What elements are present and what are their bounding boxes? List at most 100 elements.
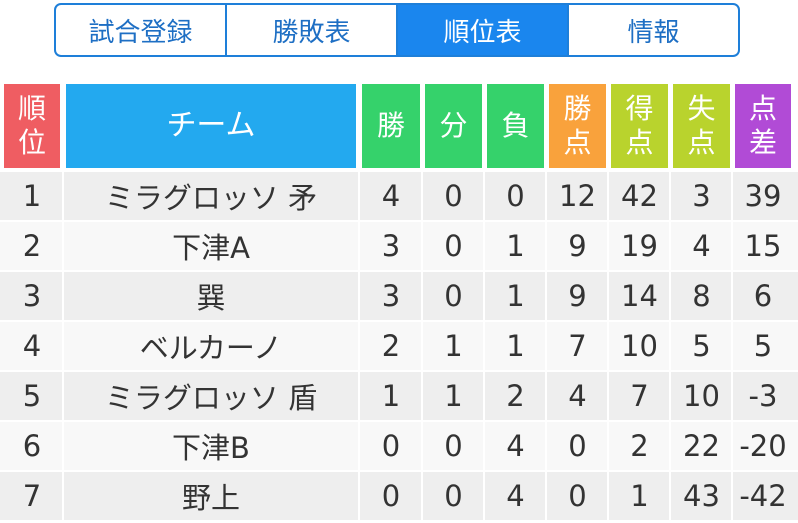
cell-points: 9 <box>568 229 587 263</box>
table-row[interactable] <box>0 322 798 370</box>
cell-goals-against: 3 <box>692 179 711 213</box>
header-team: チーム <box>66 84 356 168</box>
cell-loss: 2 <box>506 379 525 413</box>
cell-loss: 1 <box>506 229 525 263</box>
header-goals-against: 失点 <box>673 84 730 168</box>
column-divider <box>731 172 733 522</box>
header-points: 勝点 <box>549 84 606 168</box>
header-rank: 順位 <box>4 84 60 168</box>
cell-win: 1 <box>381 379 401 413</box>
header-goals-against-char: 失 <box>687 92 716 125</box>
cell-rank: 4 <box>22 329 42 363</box>
table-row[interactable] <box>0 372 798 420</box>
cell-team: ミラグロッソ 盾 <box>104 381 318 415</box>
cell-goals-for: 10 <box>621 329 658 363</box>
cell-win: 0 <box>381 429 401 463</box>
cell-rank: 1 <box>22 179 42 213</box>
cell-rank: 2 <box>22 229 42 263</box>
header-goal-diff-char: 点 <box>748 92 777 125</box>
tab-bar: 試合登録 勝敗表 順位表 情報 <box>54 3 740 57</box>
header-loss: 負 <box>487 84 544 168</box>
cell-rank: 5 <box>22 379 42 413</box>
cell-draw: 0 <box>444 179 463 213</box>
cell-draw: 0 <box>444 229 463 263</box>
cell-team: 下津A <box>172 231 250 265</box>
header-win: 勝 <box>362 84 420 168</box>
column-divider <box>358 172 360 522</box>
cell-team: 野上 <box>181 481 240 515</box>
cell-goals-for: 42 <box>621 179 658 213</box>
cell-team: 下津B <box>172 431 250 465</box>
cell-points: 9 <box>568 279 587 313</box>
table-row[interactable] <box>0 172 798 220</box>
cell-goals-for: 7 <box>630 379 649 413</box>
cell-draw: 0 <box>444 279 463 313</box>
cell-loss: 4 <box>506 429 525 463</box>
cell-team: ベルカーノ <box>139 331 283 365</box>
column-divider <box>421 172 423 522</box>
table-row[interactable] <box>0 272 798 320</box>
cell-loss: 0 <box>506 179 525 213</box>
cell-draw: 0 <box>444 479 463 513</box>
cell-win: 0 <box>381 479 401 513</box>
cell-goals-against: 4 <box>692 229 711 263</box>
cell-team: 巽 <box>196 281 226 315</box>
header-rank-char: 順 <box>17 92 46 125</box>
cell-points: 7 <box>568 329 587 363</box>
cell-draw: 1 <box>444 379 463 413</box>
cell-rank: 6 <box>22 429 42 463</box>
header-goal-diff-char: 差 <box>748 126 777 159</box>
cell-team: ミラグロッソ 矛 <box>104 181 318 215</box>
header-goals-for-char: 点 <box>625 126 654 159</box>
table-row[interactable] <box>0 222 798 270</box>
cell-goals-against: 43 <box>683 479 720 513</box>
header-rank-char: 位 <box>17 126 46 159</box>
cell-rank: 7 <box>22 479 42 513</box>
cell-loss: 4 <box>506 479 525 513</box>
tab-results-table[interactable]: 勝敗表 <box>227 5 398 55</box>
cell-goal-diff: 39 <box>744 179 782 213</box>
cell-goal-diff: 6 <box>753 279 773 313</box>
cell-rank: 3 <box>22 279 42 313</box>
tab-standings[interactable]: 順位表 <box>398 5 569 55</box>
header-points-char: 点 <box>563 126 592 159</box>
cell-draw: 0 <box>444 429 463 463</box>
cell-goal-diff: -42 <box>739 479 787 513</box>
header-points-char: 勝 <box>563 92 592 125</box>
cell-points: 12 <box>559 179 596 213</box>
cell-goals-for: 1 <box>630 479 649 513</box>
cell-loss: 1 <box>506 329 525 363</box>
cell-points: 0 <box>568 429 587 463</box>
cell-goals-against: 5 <box>692 329 711 363</box>
tab-match-registration[interactable]: 試合登録 <box>56 5 227 55</box>
cell-points: 4 <box>568 379 587 413</box>
cell-goals-for: 19 <box>621 229 658 263</box>
column-divider <box>483 172 485 522</box>
header-draw: 分 <box>425 84 482 168</box>
cell-loss: 1 <box>506 279 525 313</box>
cell-goal-diff: 5 <box>753 329 773 363</box>
cell-goals-for: 14 <box>621 279 658 313</box>
cell-goal-diff: 15 <box>744 229 782 263</box>
cell-goal-diff: -20 <box>739 429 787 463</box>
cell-goals-against: 22 <box>683 429 720 463</box>
cell-goals-for: 2 <box>630 429 649 463</box>
header-goal-diff: 点差 <box>735 84 791 168</box>
header-goals-for: 得点 <box>611 84 668 168</box>
column-divider <box>607 172 609 522</box>
header-goals-for-char: 得 <box>625 92 654 125</box>
table-row[interactable] <box>0 422 798 470</box>
tab-info[interactable]: 情報 <box>627 17 680 48</box>
cell-win: 2 <box>381 329 401 363</box>
cell-points: 0 <box>568 479 587 513</box>
cell-goals-against: 10 <box>683 379 720 413</box>
column-divider <box>669 172 671 522</box>
cell-goal-diff: -3 <box>748 379 778 413</box>
cell-win: 4 <box>381 179 401 213</box>
cell-goals-against: 8 <box>692 279 711 313</box>
cell-win: 3 <box>381 279 401 313</box>
table-row[interactable] <box>0 472 798 520</box>
column-divider <box>62 172 64 522</box>
column-divider <box>545 172 547 522</box>
header-goals-against-char: 点 <box>687 126 716 159</box>
